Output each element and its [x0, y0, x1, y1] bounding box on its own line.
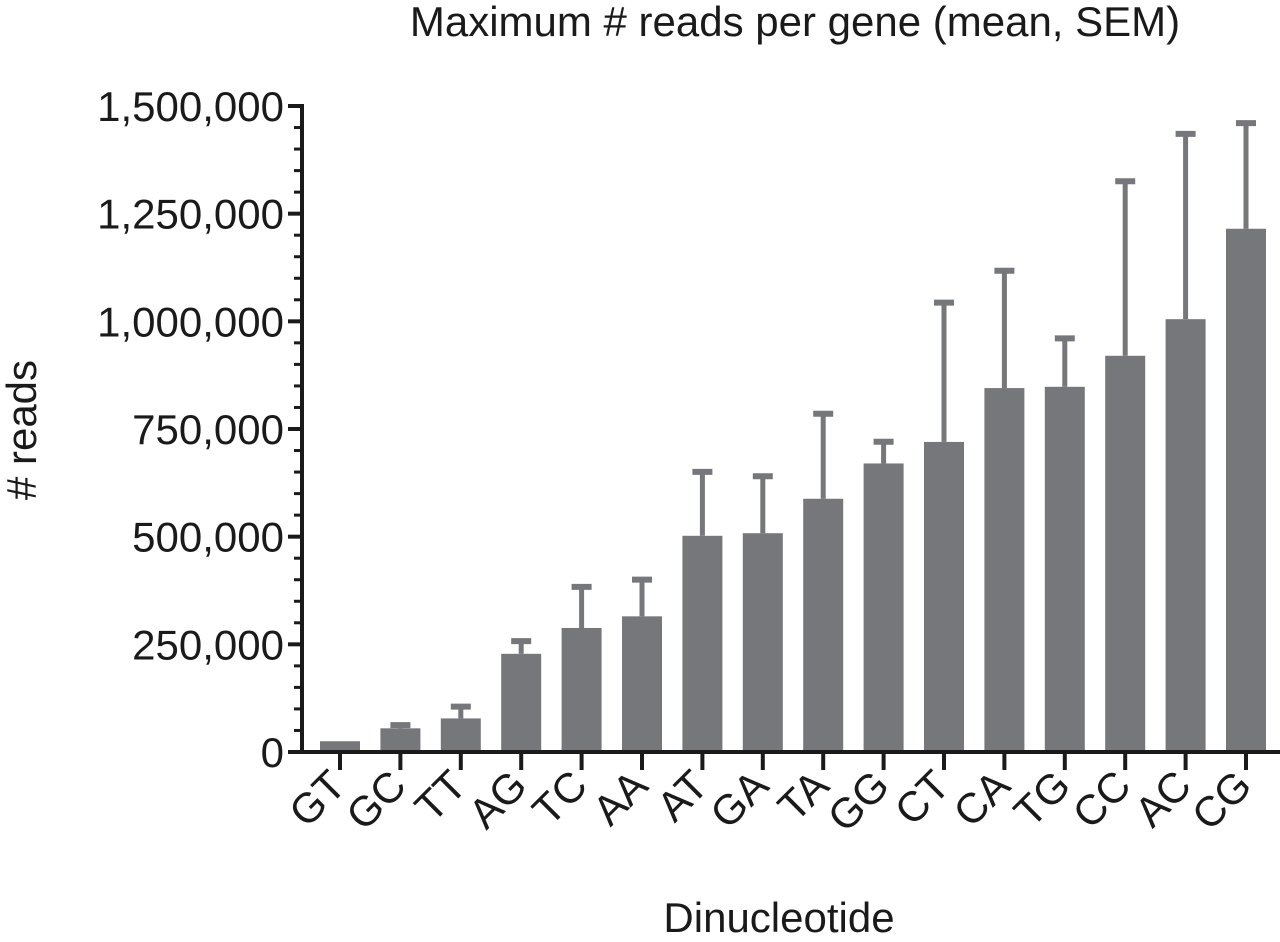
bar-cc — [1105, 355, 1146, 752]
bar-gc — [380, 728, 421, 752]
x-tick-label: GC — [337, 761, 415, 839]
bar-tc — [561, 627, 602, 752]
bar-gt — [320, 741, 360, 752]
bar-ag — [501, 653, 542, 752]
y-tick-label: 1,250,000 — [97, 191, 284, 238]
bar-ct — [924, 441, 964, 752]
bar-cg — [1226, 228, 1266, 753]
y-tick-label: 250,000 — [132, 621, 284, 668]
bar-at — [682, 535, 723, 752]
y-axis: 0 250,000 500,000 750,000 1,000,000 1,250,000… — [97, 83, 302, 776]
bar-aa — [622, 616, 662, 752]
x-tick-label: AT — [648, 761, 717, 830]
y-tick-label: 1,000,000 — [97, 298, 284, 345]
x-tick-label: TA — [769, 761, 838, 830]
bar-ac — [1165, 319, 1206, 752]
bars-group — [320, 228, 1266, 753]
chart-title: Maximum # reads per gene (mean, SEM) — [410, 0, 1180, 45]
error-bars-group — [390, 120, 1256, 729]
x-tick-label: CT — [886, 761, 959, 834]
bar-ga — [742, 533, 783, 752]
y-tick-label: 750,000 — [132, 406, 284, 453]
x-tick-label: AA — [584, 761, 657, 834]
x-axis-label: Dinucleotide — [663, 894, 894, 941]
bar-ca — [984, 388, 1025, 752]
y-tick-label: 0 — [261, 729, 284, 776]
bar-tg — [1044, 386, 1085, 752]
bar-tt — [440, 718, 481, 752]
x-tick-label: CG — [1183, 761, 1261, 839]
x-tick-label: GA — [701, 761, 777, 837]
x-tick-label: TC — [523, 761, 596, 834]
y-tick-label: 1,500,000 — [97, 83, 284, 130]
y-tick-label: 500,000 — [132, 514, 284, 561]
bar-gg — [863, 463, 904, 752]
x-tick-label: TT — [406, 761, 476, 831]
bar-ta — [803, 498, 844, 752]
y-axis-label: # reads — [0, 360, 45, 500]
